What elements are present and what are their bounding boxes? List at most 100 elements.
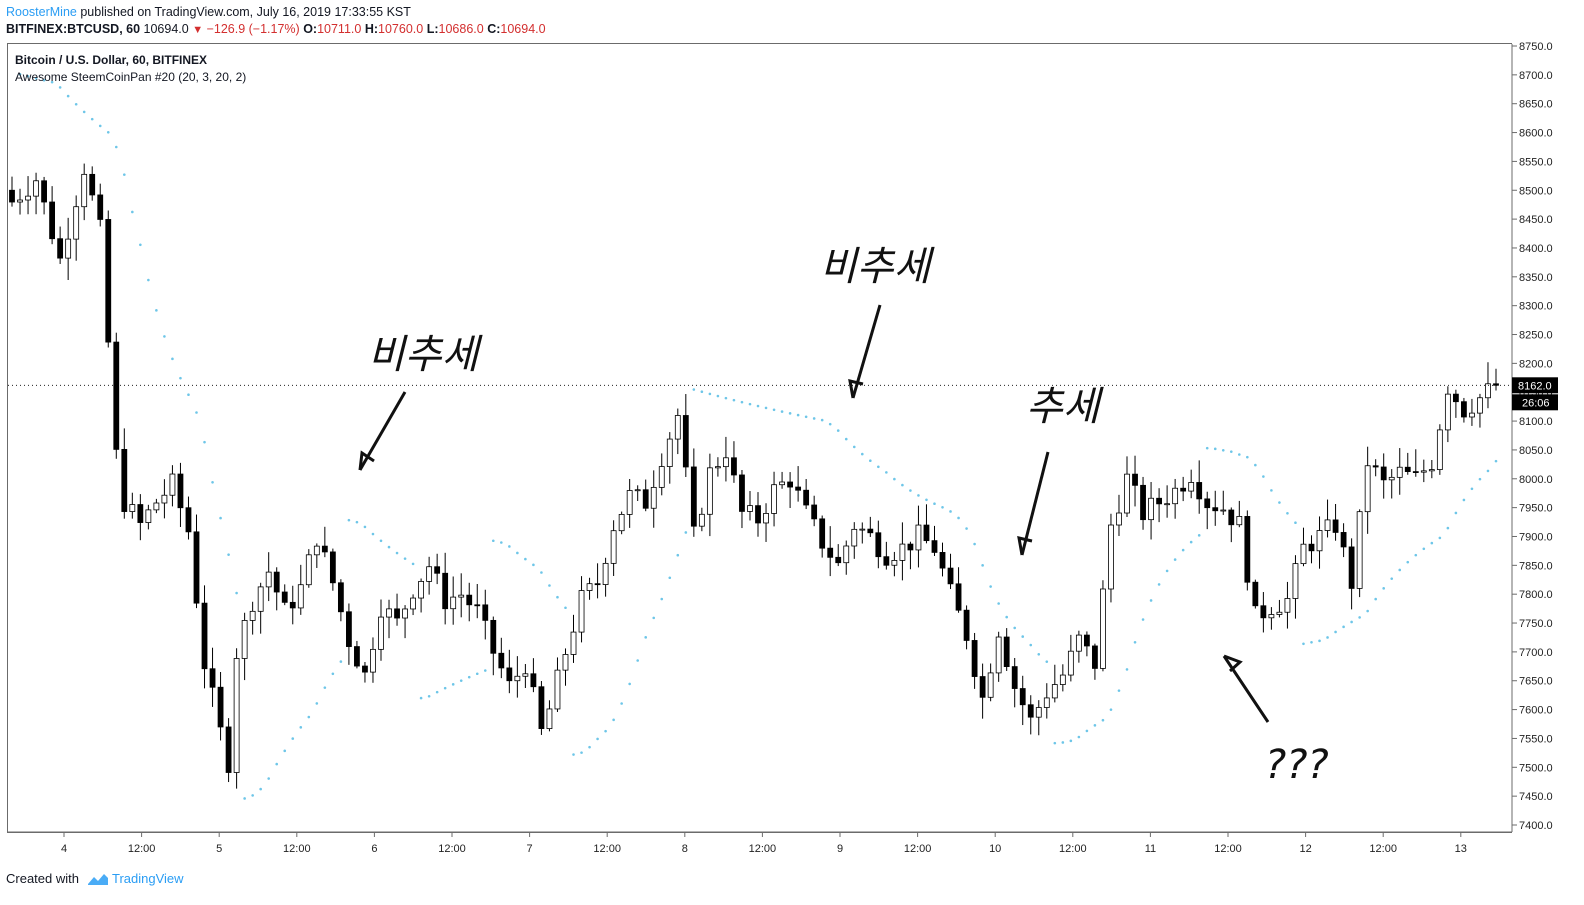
psar-dot [387, 545, 391, 549]
low-value: 10686.0 [438, 22, 484, 36]
candle [89, 173, 96, 196]
candle [1051, 684, 1058, 699]
candle [426, 566, 433, 582]
candle [1236, 516, 1243, 526]
annotation-arrow [1020, 451, 1050, 556]
psar-dot [475, 672, 479, 676]
candle [538, 686, 545, 729]
psar-dot [131, 210, 134, 214]
psar-dot [1454, 511, 1458, 515]
psar-dot [1085, 729, 1089, 733]
price-tag-label: 8162.0 [1518, 380, 1552, 392]
psar-dot [965, 527, 968, 530]
psar-dot [1246, 455, 1249, 459]
psar-dot [997, 602, 1000, 605]
y-tick-label: 7700.0 [1519, 647, 1553, 659]
candle [594, 583, 601, 586]
candle [1116, 512, 1122, 526]
candle [1164, 503, 1171, 506]
candle [987, 672, 994, 698]
psar-dot [114, 145, 118, 149]
candle [466, 594, 473, 606]
candle [795, 486, 802, 491]
candle [402, 608, 408, 619]
candle [971, 640, 978, 677]
candle [1452, 393, 1459, 403]
candle [1404, 466, 1411, 472]
candle [169, 473, 176, 496]
psar-dot [195, 411, 198, 414]
psar-dot [1117, 689, 1121, 692]
psar-dot [724, 396, 728, 400]
psar-dot [1278, 501, 1281, 504]
triangle-down-icon: ▼ [192, 24, 204, 36]
open-label: O: [303, 22, 318, 36]
candle [1428, 469, 1435, 472]
candle [193, 531, 200, 604]
psar-dot [1077, 735, 1081, 739]
x-tick-label: 12:00 [1214, 843, 1242, 855]
x-tick-label: 13 [1455, 843, 1467, 855]
psar-dot [1029, 643, 1033, 647]
y-tick-label: 8000.0 [1519, 474, 1553, 486]
candle [1396, 466, 1403, 478]
author-link[interactable]: RoosterMine [6, 5, 77, 19]
candle [626, 490, 633, 515]
candle [105, 219, 112, 343]
candle [979, 676, 986, 698]
psar-dot [893, 477, 896, 481]
candle [354, 646, 360, 667]
candle [450, 596, 457, 610]
psar-dot [259, 787, 262, 791]
psar-dot [716, 394, 720, 398]
psar-dot [1470, 487, 1474, 491]
candle [57, 238, 64, 259]
candle [1380, 466, 1387, 481]
candle [674, 415, 681, 440]
psar-dot [1221, 448, 1225, 452]
candle [610, 530, 617, 564]
candle [723, 457, 729, 468]
psar-dot [106, 130, 110, 134]
annotation-arrow [1222, 655, 1270, 723]
x-tick-label: 12:00 [1369, 843, 1397, 855]
psar-dot [692, 388, 696, 391]
psar-dot [171, 357, 174, 361]
candle [1156, 497, 1162, 505]
psar-dot [34, 76, 38, 80]
candle [97, 194, 104, 220]
candle [650, 486, 657, 509]
candle [634, 489, 641, 492]
candle [1092, 645, 1098, 669]
candle [1420, 470, 1427, 473]
candle [217, 686, 224, 728]
psar-dot [1446, 526, 1450, 530]
psar-dot [299, 726, 303, 729]
psar-dot [909, 489, 912, 492]
y-tick-label: 8650.0 [1519, 99, 1553, 111]
psar-dot [1109, 708, 1113, 711]
psar-dot [1310, 640, 1313, 644]
x-tick-label: 12:00 [904, 843, 932, 855]
psar-dot [26, 75, 30, 78]
created-with-label: Created with [6, 871, 79, 886]
psar-dot [1294, 521, 1297, 524]
tradingview-link[interactable]: TradingView [112, 871, 184, 886]
candle [779, 481, 785, 486]
psar-dot [347, 518, 351, 522]
psar-dot [363, 525, 367, 529]
psar-dot [612, 718, 615, 722]
psar-dot [147, 278, 150, 282]
y-tick-label: 7900.0 [1519, 531, 1553, 543]
candle [1356, 511, 1363, 589]
psar-dot [877, 465, 880, 469]
candle [706, 467, 713, 515]
countdown-tag [1512, 394, 1558, 411]
psar-dot [1053, 741, 1057, 745]
y-tick-label: 8750.0 [1519, 41, 1553, 53]
psar-dot [1478, 477, 1482, 481]
psar-dot [764, 406, 768, 410]
high-value: 10760.0 [378, 22, 424, 36]
indicator-label[interactable]: Awesome SteemCoinPan #20 (20, 3, 20, 2) [15, 70, 247, 84]
